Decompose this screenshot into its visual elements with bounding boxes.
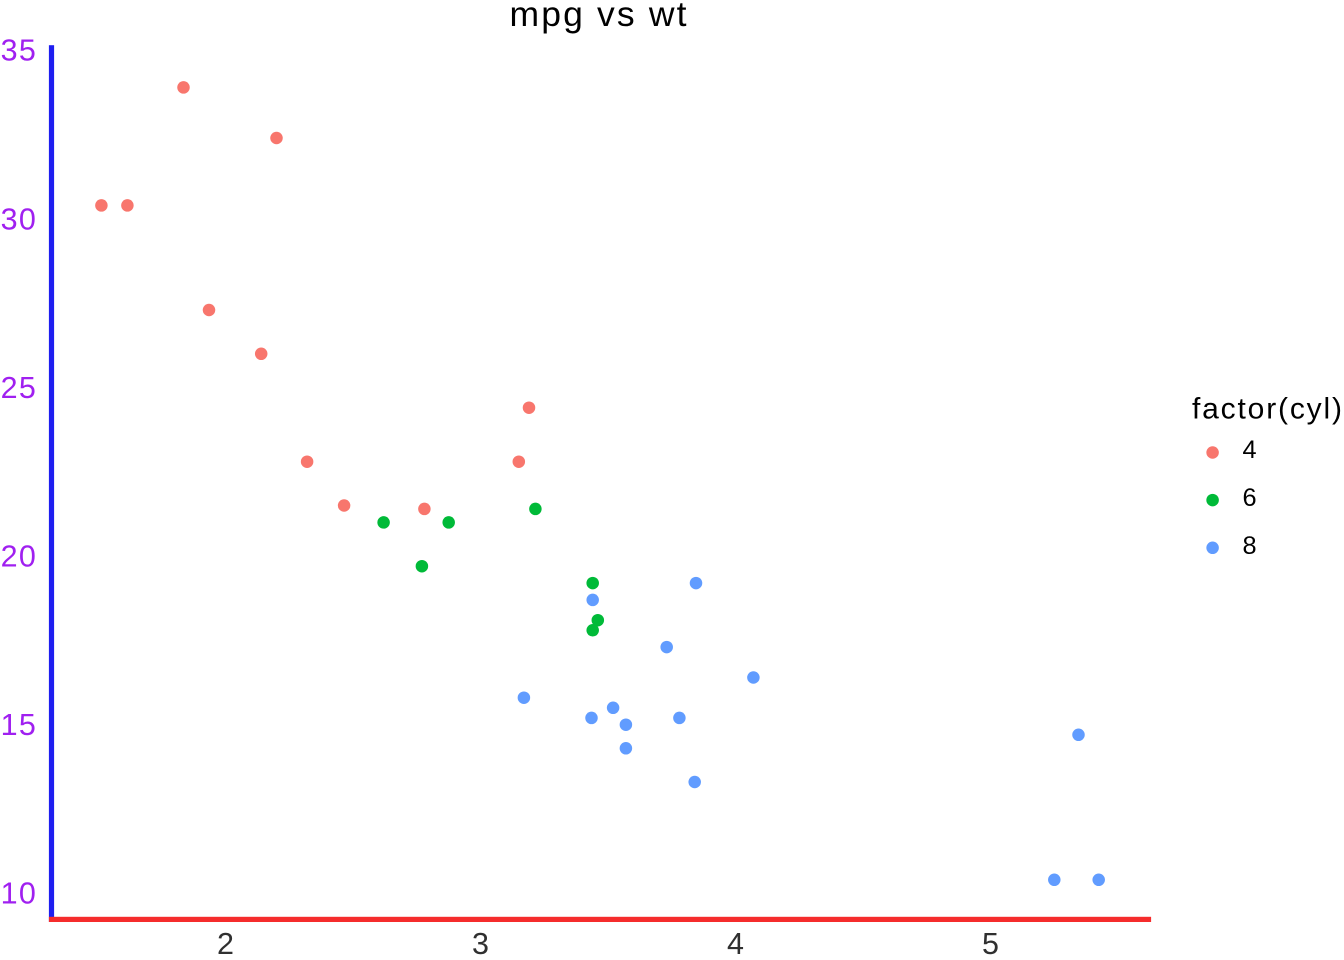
svg-text:10: 10 <box>1 877 38 911</box>
svg-text:6: 6 <box>1243 484 1257 512</box>
svg-text:4: 4 <box>727 927 744 960</box>
svg-text:5: 5 <box>982 927 999 960</box>
svg-text:20: 20 <box>1 540 38 574</box>
svg-text:15: 15 <box>1 708 38 742</box>
svg-text:30: 30 <box>1 202 38 236</box>
svg-text:8: 8 <box>1243 532 1257 560</box>
svg-text:25: 25 <box>1 371 38 405</box>
svg-text:factor(cyl): factor(cyl) <box>1192 392 1342 425</box>
svg-text:mpg vs wt: mpg vs wt <box>510 0 687 34</box>
svg-text:4: 4 <box>1243 436 1257 464</box>
svg-text:2: 2 <box>217 927 234 960</box>
svg-text:3: 3 <box>472 927 489 960</box>
svg-text:35: 35 <box>1 34 38 68</box>
